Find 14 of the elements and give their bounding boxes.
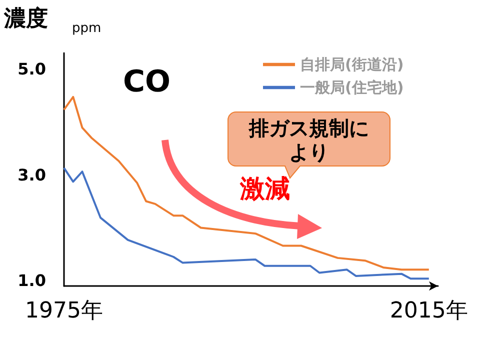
y-tick-label: 3.0: [18, 165, 46, 184]
x-tick-label: 2015年: [390, 298, 468, 324]
legend-label: 自排局(街道沿): [300, 56, 404, 74]
text: ppm: [72, 21, 102, 36]
x-tick-label: 1975年: [25, 298, 103, 324]
line-series: [63, 166, 430, 280]
annotation: 排ガス規制により: [248, 116, 369, 164]
y-tick-label: 1.0: [18, 271, 46, 290]
line-series: [63, 96, 430, 271]
y-axis-title: 濃度: [3, 6, 48, 32]
chart-title: CO: [123, 64, 171, 100]
annotation: 激減: [239, 174, 290, 203]
legend-label: 一般局(住宅地): [300, 78, 404, 96]
y-tick-label: 5.0: [18, 59, 46, 78]
